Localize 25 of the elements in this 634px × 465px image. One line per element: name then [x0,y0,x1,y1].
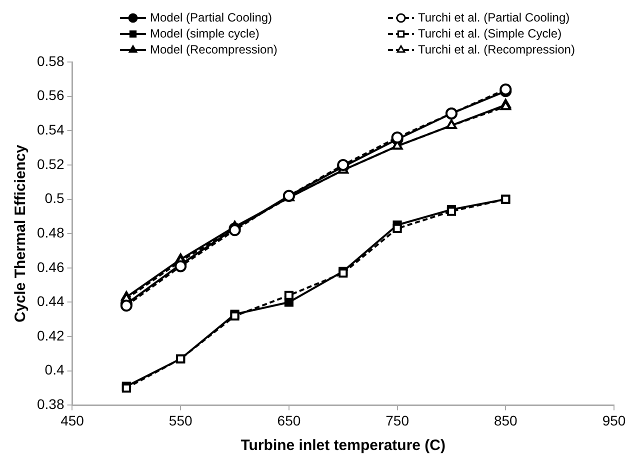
x-tick-label: 750 [386,412,410,428]
legend-label: Model (simple cycle) [150,26,260,40]
legend-label: Turchi et al. (Partial Cooling) [418,10,570,24]
y-tick-label: 0.42 [37,327,64,344]
y-tick-label: 0.46 [37,258,64,275]
y-tick-label: 0.58 [37,52,64,69]
legend-label: Model (Partial Cooling) [150,10,272,24]
legend-label: Turchi et al. (Recompression) [418,42,575,56]
y-tick-label: 0.5 [44,190,64,206]
legend-label: Model (Recompression) [150,42,278,56]
x-axis-title: Turbine inlet temperature (C) [240,437,446,454]
y-tick-label: 0.4 [44,362,64,378]
x-tick-label: 450 [60,412,84,428]
legend-label: Turchi et al. (Simple Cycle) [418,26,562,40]
y-tick-label: 0.56 [37,87,64,104]
x-tick-label: 550 [168,412,192,428]
y-tick-label: 0.52 [37,156,64,172]
y-tick-label: 0.44 [37,293,64,310]
y-axis-title: Cycle Thermal Efficiency [12,144,30,322]
y-tick-label: 0.48 [37,224,64,240]
x-tick-label: 850 [494,412,518,428]
x-tick-label: 650 [277,412,301,428]
y-tick-label: 0.38 [37,396,64,412]
x-tick-label: 950 [602,412,626,428]
y-tick-label: 0.54 [37,122,64,138]
